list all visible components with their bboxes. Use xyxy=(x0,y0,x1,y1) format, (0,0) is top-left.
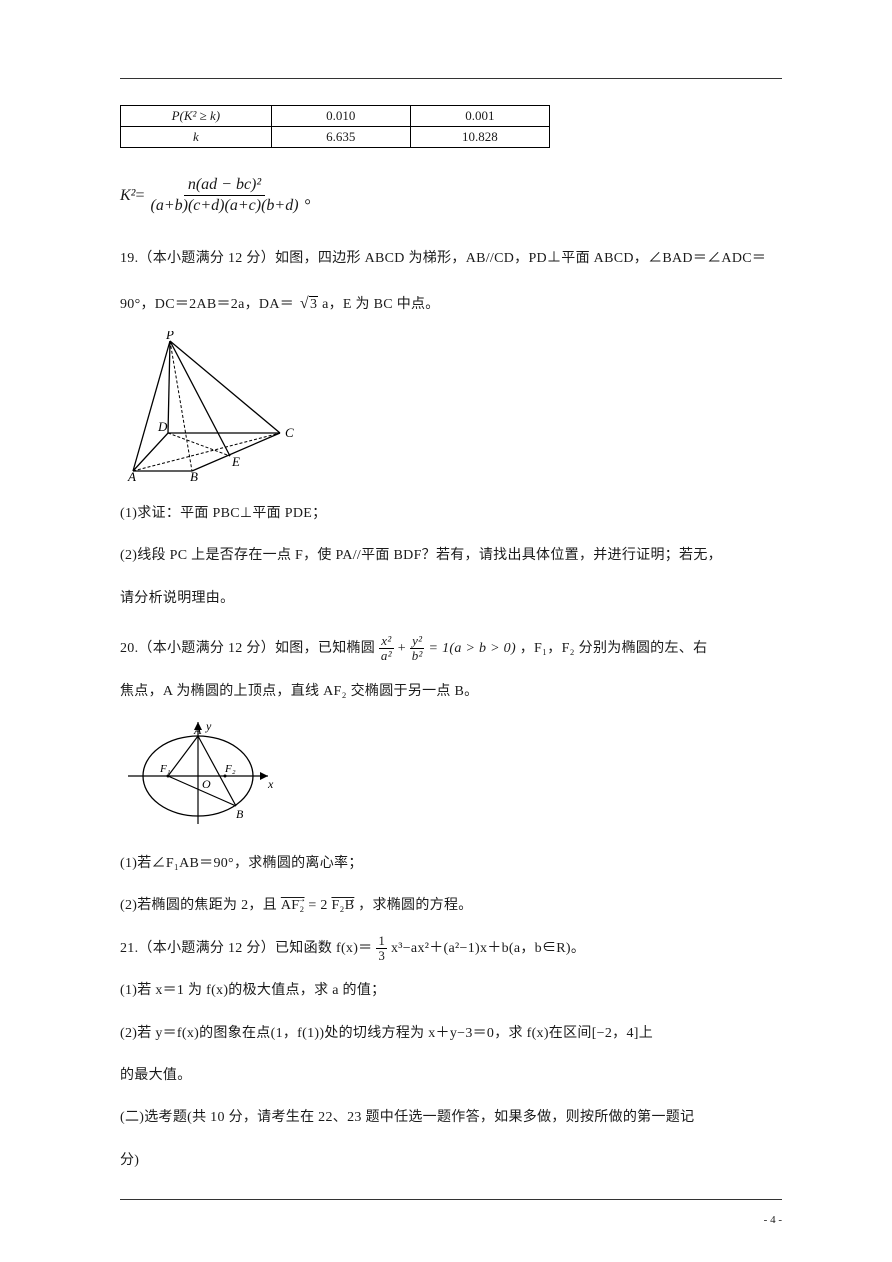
text: x³−ax²＋(a²−1)x＋b(a，b∈R)。 xyxy=(391,941,585,956)
fraction: n(ad − bc)² (a+b)(c+d)(a+c)(b+d) xyxy=(147,176,303,215)
svg-text:F₁: F₁ xyxy=(159,763,171,775)
vector: AF₂ xyxy=(281,898,305,913)
denominator: (a+b)(c+d)(a+c)(b+d) xyxy=(147,196,303,215)
svg-text:B: B xyxy=(236,807,244,821)
formula-tail: 。 xyxy=(305,184,321,208)
q21-sub2: (2)若 y＝f(x)的图象在点(1，f(1))处的切线方程为 x＋y−3＝0，… xyxy=(120,1016,782,1052)
section2-line2: 分) xyxy=(120,1143,782,1179)
q19-line2: 90°，DC＝2AB＝2a，DA＝ 3 a，E 为 BC 中点。 xyxy=(120,283,782,325)
q21-sub1: (1)若 x＝1 为 f(x)的极大值点，求 a 的值； xyxy=(120,973,782,1009)
text: (2)若椭圆的焦距为 2，且 xyxy=(120,898,281,913)
bottom-rule xyxy=(120,1199,782,1200)
text: 90°，DC＝2AB＝2a，DA＝ xyxy=(120,297,294,312)
svg-text:A: A xyxy=(193,723,202,737)
formula-eq: = xyxy=(135,187,144,205)
fraction: x² a² xyxy=(379,634,394,664)
pyramid-diagram: P D C A B E xyxy=(120,331,310,481)
cell: 10.828 xyxy=(410,127,549,148)
svg-text:E: E xyxy=(231,454,240,469)
text: = 2 xyxy=(308,898,327,913)
k-squared-formula: K² = n(ad − bc)² (a+b)(c+d)(a+c)(b+d) 。 xyxy=(120,176,782,215)
numerator: n(ad − bc)² xyxy=(184,176,265,196)
svg-text:B: B xyxy=(190,469,198,481)
q19-sub2: (2)线段 PC 上是否存在一点 F，使 PA//平面 BDF？若有，请找出具体… xyxy=(120,538,782,574)
text: ，求椭圆的方程。 xyxy=(358,898,472,913)
section2-line1: (二)选考题(共 10 分，请考生在 22、23 题中任选一题作答，如果多做，则… xyxy=(120,1100,782,1136)
cell: P(K² ≥ k) xyxy=(121,106,272,127)
q21-line1: 21.（本小题满分 12 分）已知函数 f(x)＝ 1 3 x³−ax²＋(a²… xyxy=(120,931,782,967)
q19-figure: P D C A B E xyxy=(120,331,782,486)
formula-left: K² xyxy=(120,187,135,205)
fraction: 1 3 xyxy=(376,934,387,964)
text: 21.（本小题满分 12 分）已知函数 f(x)＝ xyxy=(120,941,373,956)
q20-sub1: (1)若∠F₁AB＝90°，求椭圆的离心率； xyxy=(120,846,782,882)
text: ，F₁，F₂ 分别为椭圆的左、右 xyxy=(520,641,708,656)
text: = 1(a > b > 0) xyxy=(429,641,516,656)
svg-text:F₂: F₂ xyxy=(224,763,236,775)
q19-line1: 19.（本小题满分 12 分）如图，四边形 ABCD 为梯形，AB//CD，PD… xyxy=(120,241,782,277)
q20-figure: y x A O F₁ F₂ B xyxy=(120,716,782,836)
ellipse-diagram: y x A O F₁ F₂ B xyxy=(120,716,280,831)
fraction: y² b² xyxy=(410,634,425,664)
table-row: P(K² ≥ k) 0.010 0.001 xyxy=(121,106,550,127)
q20-sub2: (2)若椭圆的焦距为 2，且 AF₂ = 2 F₂B ，求椭圆的方程。 xyxy=(120,888,782,924)
svg-text:O: O xyxy=(202,777,211,791)
text: + xyxy=(398,641,410,656)
text: a，E 为 BC 中点。 xyxy=(322,297,440,312)
q19-sub1: (1)求证：平面 PBC⊥平面 PDE； xyxy=(120,496,782,532)
vector: F₂B xyxy=(331,898,354,913)
svg-text:y: y xyxy=(205,719,212,733)
svg-text:P: P xyxy=(165,331,174,342)
cell: 6.635 xyxy=(271,127,410,148)
cell: 0.001 xyxy=(410,106,549,127)
sqrt-icon: 3 xyxy=(298,283,318,325)
svg-text:C: C xyxy=(285,425,294,440)
svg-text:A: A xyxy=(127,469,136,481)
svg-text:D: D xyxy=(157,419,168,434)
page-number: - 4 - xyxy=(764,1214,782,1226)
q20-line2: 焦点，A 为椭圆的上顶点，直线 AF₂ 交椭圆于另一点 B。 xyxy=(120,674,782,710)
q19-sub2b: 请分析说明理由。 xyxy=(120,581,782,617)
top-rule xyxy=(120,78,782,79)
table-row: k 6.635 10.828 xyxy=(121,127,550,148)
q20-line1: 20.（本小题满分 12 分）如图，已知椭圆 x² a² + y² b² = 1… xyxy=(120,631,782,667)
cell: k xyxy=(121,127,272,148)
q21-sub2b: 的最大值。 xyxy=(120,1058,782,1094)
svg-text:x: x xyxy=(267,777,274,791)
probability-table: P(K² ≥ k) 0.010 0.001 k 6.635 10.828 xyxy=(120,105,550,148)
cell: 0.010 xyxy=(271,106,410,127)
text: 20.（本小题满分 12 分）如图，已知椭圆 xyxy=(120,641,375,656)
